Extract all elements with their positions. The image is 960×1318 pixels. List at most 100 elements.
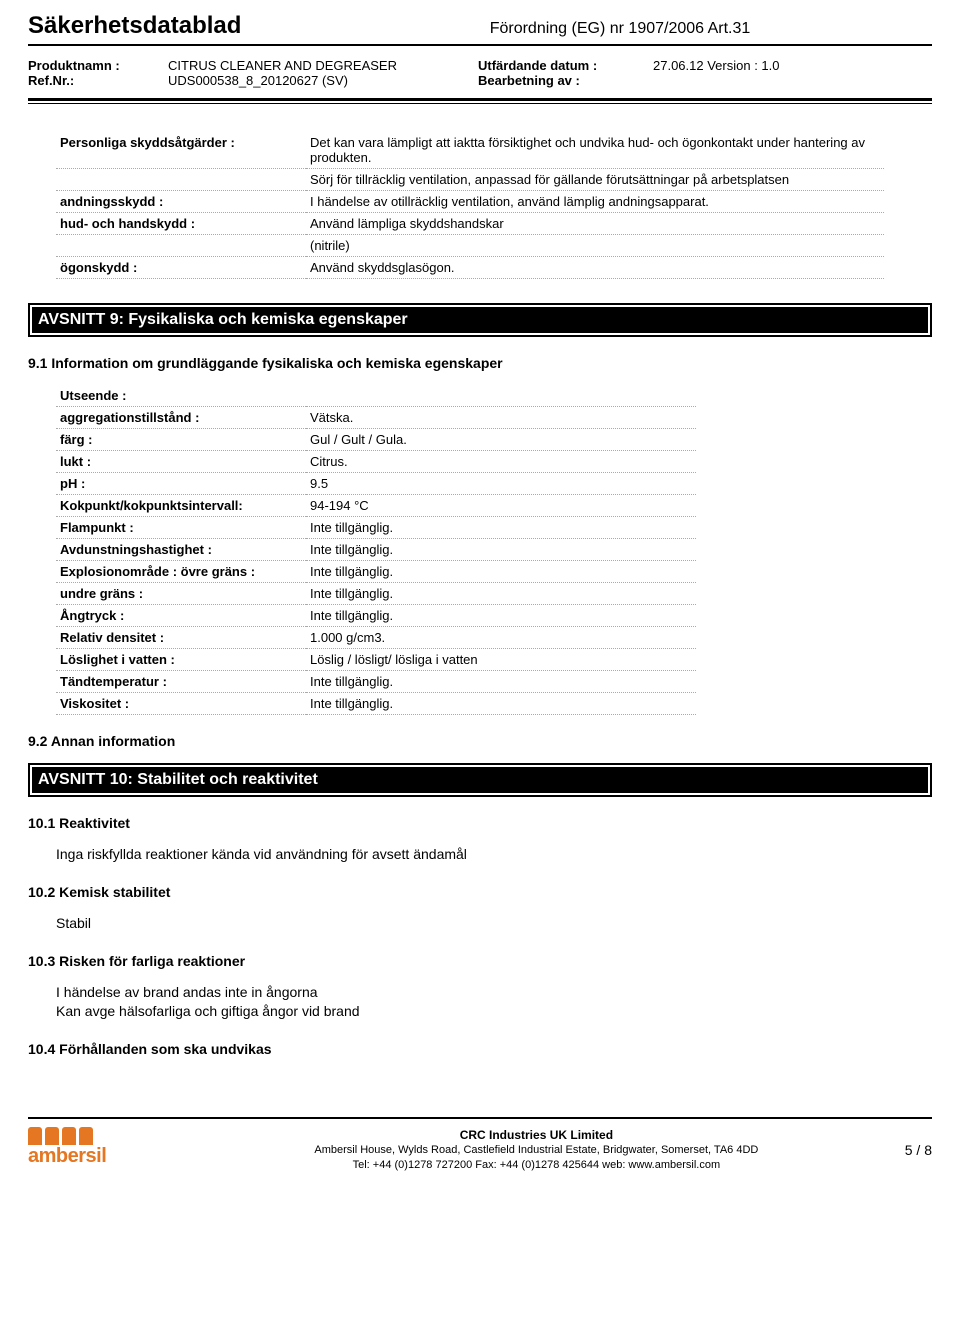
property-value: Inte tillgänglig. <box>306 605 696 627</box>
property-label: Löslighet i vatten : <box>56 649 306 671</box>
property-value: Det kan vara lämpligt att iaktta försikt… <box>306 132 884 169</box>
doc-title: Säkerhetsdatablad <box>28 12 308 40</box>
section-9-title: AVSNITT 9: Fysikaliska och kemiska egens… <box>32 307 928 333</box>
table-row: Relativ densitet :1.000 g/cm3. <box>56 627 696 649</box>
section-10-header: AVSNITT 10: Stabilitet och reaktivitet <box>28 763 932 797</box>
section-10-3-text-b: Kan avge hälsofarliga och giftiga ångor … <box>56 1002 932 1021</box>
property-value: Löslig / lösligt/ lösliga i vatten <box>306 649 696 671</box>
table-row: färg :Gul / Gult / Gula. <box>56 429 696 451</box>
footer-address: Ambersil House, Wylds Road, Castlefield … <box>180 1143 893 1158</box>
property-value: Använd skyddsglasögon. <box>306 257 884 279</box>
section-10-3-text-a: I händelse av brand andas inte in ångorn… <box>56 983 932 1002</box>
property-label: Ångtryck : <box>56 605 306 627</box>
property-label: Tändtemperatur : <box>56 671 306 693</box>
property-value: Vätska. <box>306 407 696 429</box>
table-row: lukt :Citrus. <box>56 451 696 473</box>
section-10-4-heading: 10.4 Förhållanden som ska undvikas <box>28 1041 932 1057</box>
footer-contact: Tel: +44 (0)1278 727200 Fax: +44 (0)1278… <box>180 1158 893 1173</box>
property-value: 94-194 °C <box>306 495 696 517</box>
table-row: Löslighet i vatten :Löslig / lösligt/ lö… <box>56 649 696 671</box>
property-value <box>306 385 696 407</box>
property-label: undre gräns : <box>56 583 306 605</box>
section-10-3-heading: 10.3 Risken för farliga reaktioner <box>28 953 932 969</box>
divider <box>28 98 932 101</box>
property-value: Inte tillgänglig. <box>306 561 696 583</box>
issue-date-value: 27.06.12 Version : 1.0 <box>653 58 932 73</box>
property-label: Explosionområde : övre gräns : <box>56 561 306 583</box>
property-value: Använd lämpliga skyddshandskar <box>306 213 884 235</box>
footer-company: CRC Industries UK Limited <box>180 1127 893 1143</box>
table-row: undre gräns :Inte tillgänglig. <box>56 583 696 605</box>
property-value: Inte tillgänglig. <box>306 517 696 539</box>
section-10-title: AVSNITT 10: Stabilitet och reaktivitet <box>32 767 928 793</box>
property-value: I händelse av otillräcklig ventilation, … <box>306 191 884 213</box>
table-row: Personliga skyddsåtgärder :Det kan vara … <box>56 132 884 169</box>
section-9-2-heading: 9.2 Annan information <box>28 733 932 749</box>
section-10-1-heading: 10.1 Reaktivitet <box>28 815 932 831</box>
table-row: andningsskydd :I händelse av otillräckli… <box>56 191 884 213</box>
property-value: 9.5 <box>306 473 696 495</box>
regulation-label: Förordning (EG) nr 1907/2006 Art.31 <box>308 20 932 38</box>
property-label <box>56 235 306 257</box>
section-10-2-heading: 10.2 Kemisk stabilitet <box>28 884 932 900</box>
property-label: aggregationstillstånd : <box>56 407 306 429</box>
table-row: Flampunkt :Inte tillgänglig. <box>56 517 696 539</box>
protection-table: Personliga skyddsåtgärder :Det kan vara … <box>56 132 884 279</box>
table-row: hud- och handskydd :Använd lämpliga skyd… <box>56 213 884 235</box>
table-row: Ångtryck :Inte tillgänglig. <box>56 605 696 627</box>
table-row: Utseende : <box>56 385 696 407</box>
document-header: Säkerhetsdatablad Förordning (EG) nr 190… <box>28 12 932 46</box>
property-label: lukt : <box>56 451 306 473</box>
logo-text: ambersil <box>28 1147 168 1165</box>
header-metadata: Produktnamn : Ref.Nr.: CITRUS CLEANER AN… <box>28 52 932 94</box>
section-10-2-text: Stabil <box>56 914 932 933</box>
property-value: Citrus. <box>306 451 696 473</box>
property-label: hud- och handskydd : <box>56 213 306 235</box>
table-row: (nitrile) <box>56 235 884 257</box>
ref-nr-value: UDS000538_8_20120627 (SV) <box>168 73 478 88</box>
ambersil-logo: ambersil <box>28 1127 168 1173</box>
ref-nr-label: Ref.Nr.: <box>28 73 168 88</box>
property-label: Relativ densitet : <box>56 627 306 649</box>
page-footer: ambersil CRC Industries UK Limited Amber… <box>28 1117 932 1173</box>
table-row: Viskositet :Inte tillgänglig. <box>56 693 696 715</box>
property-value: Inte tillgänglig. <box>306 539 696 561</box>
table-row: Kokpunkt/kokpunktsintervall:94-194 °C <box>56 495 696 517</box>
page-number: 5 / 8 <box>893 1142 932 1158</box>
table-row: Avdunstningshastighet :Inte tillgänglig. <box>56 539 696 561</box>
table-row: Tändtemperatur :Inte tillgänglig. <box>56 671 696 693</box>
footer-company-info: CRC Industries UK Limited Ambersil House… <box>180 1127 893 1173</box>
table-row: aggregationstillstånd :Vätska. <box>56 407 696 429</box>
property-label: Flampunkt : <box>56 517 306 539</box>
property-value: Inte tillgänglig. <box>306 583 696 605</box>
property-value: Inte tillgänglig. <box>306 671 696 693</box>
table-row: Explosionområde : övre gräns :Inte tillg… <box>56 561 696 583</box>
property-label: ögonskydd : <box>56 257 306 279</box>
property-value: (nitrile) <box>306 235 884 257</box>
property-label: Kokpunkt/kokpunktsintervall: <box>56 495 306 517</box>
property-label: andningsskydd : <box>56 191 306 213</box>
product-name-value: CITRUS CLEANER AND DEGREASER <box>168 58 478 73</box>
property-label: Viskositet : <box>56 693 306 715</box>
table-row: pH :9.5 <box>56 473 696 495</box>
property-value: Inte tillgänglig. <box>306 693 696 715</box>
property-value: Sörj för tillräcklig ventilation, anpass… <box>306 169 884 191</box>
property-label <box>56 169 306 191</box>
property-label: Avdunstningshastighet : <box>56 539 306 561</box>
property-value: 1.000 g/cm3. <box>306 627 696 649</box>
property-label: färg : <box>56 429 306 451</box>
property-label: pH : <box>56 473 306 495</box>
section-10-1-text: Inga riskfyllda reaktioner kända vid anv… <box>56 845 932 864</box>
product-name-label: Produktnamn : <box>28 58 168 73</box>
processed-by-label: Bearbetning av : <box>478 73 653 88</box>
physchem-table: Utseende :aggregationstillstånd :Vätska.… <box>56 385 696 715</box>
table-row: Sörj för tillräcklig ventilation, anpass… <box>56 169 884 191</box>
section-9-header: AVSNITT 9: Fysikaliska och kemiska egens… <box>28 303 932 337</box>
issue-date-label: Utfärdande datum : <box>478 58 653 73</box>
property-label: Personliga skyddsåtgärder : <box>56 132 306 169</box>
section-9-1-heading: 9.1 Information om grundläggande fysikal… <box>28 355 932 371</box>
property-label: Utseende : <box>56 385 306 407</box>
table-row: ögonskydd :Använd skyddsglasögon. <box>56 257 884 279</box>
property-value: Gul / Gult / Gula. <box>306 429 696 451</box>
divider <box>28 103 932 104</box>
